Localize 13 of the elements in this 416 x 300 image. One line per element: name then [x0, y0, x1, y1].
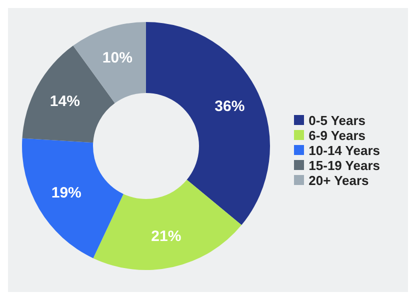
legend-label: 6-9 Years — [308, 128, 366, 142]
data-label: 10% — [102, 50, 132, 67]
donut-slice — [93, 180, 242, 270]
donut-slice — [22, 138, 124, 258]
data-label: 19% — [51, 184, 82, 202]
data-label: 36% — [214, 98, 245, 116]
legend-label: 10-14 Years — [308, 142, 380, 158]
data-label: 21% — [151, 228, 182, 245]
legend-label: 0-5 Years — [308, 112, 366, 128]
data-label: 14% — [50, 92, 80, 110]
donut-slice — [146, 22, 270, 226]
legend-label: 20+ Years — [308, 172, 369, 188]
legend-label: 15-19 Years — [308, 158, 380, 172]
